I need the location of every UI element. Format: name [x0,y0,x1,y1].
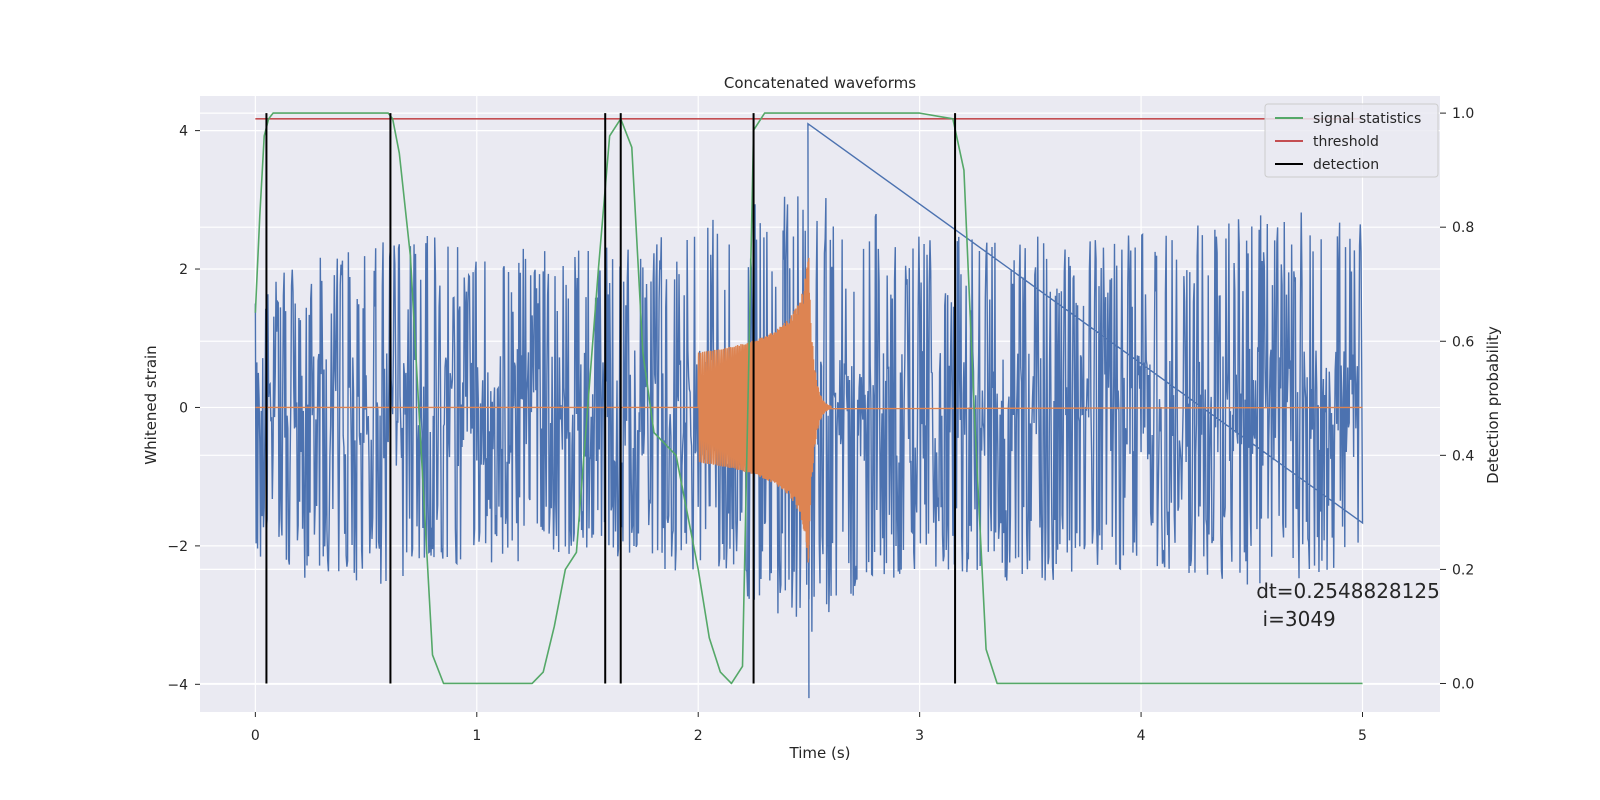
y-tick-label: −2 [167,539,188,555]
x-axis-label: Time (s) [789,744,851,762]
legend-label: threshold [1313,134,1379,150]
x-tick-label: 0 [251,728,260,744]
x-tick-label: 4 [1137,728,1146,744]
x-tick-label: 5 [1358,728,1367,744]
legend-label: signal statistics [1313,111,1421,127]
y-tick-label: −4 [167,677,188,693]
y-tick-label: 0 [179,400,188,416]
y2-tick-label: 1.0 [1452,106,1474,122]
chart-title: Concatenated waveforms [724,74,916,92]
chirp-series [255,257,1363,563]
x-tick-label: 1 [472,728,481,744]
annotation: dt=0.2548828125 i=3049 [1256,579,1440,631]
annotation-index: i=3049 [1256,607,1336,631]
legend-label: detection [1313,157,1379,173]
y-tick-label: 4 [179,124,188,140]
tick-labels: 0 1 2 3 4 5 4 2 0 −2 −4 1.0 0.8 0.6 0.4 0.2 0.0 [167,106,1474,744]
detection-lines [265,113,957,684]
signal-statistics-line [254,112,1363,685]
x-tick-label: 3 [915,728,924,744]
y2-tick-label: 0.4 [1452,448,1474,464]
probability-series [254,112,1363,685]
y2-tick-label: 0.8 [1452,220,1474,236]
y-axis-label: Whitened strain [142,345,160,464]
chirp-line [255,257,1363,563]
y2-tick-label: 0.0 [1452,676,1474,692]
annotation-dt: dt=0.2548828125 [1256,579,1440,603]
x-tick-label: 2 [694,728,703,744]
legend-box [1264,103,1439,178]
y-tick-label: 2 [179,262,188,278]
y2-tick-label: 0.2 [1452,562,1474,578]
legend: signal statistics threshold detection [1264,103,1439,178]
y2-axis-label: Detection probability [1484,326,1502,484]
y2-tick-label: 0.6 [1452,334,1474,350]
